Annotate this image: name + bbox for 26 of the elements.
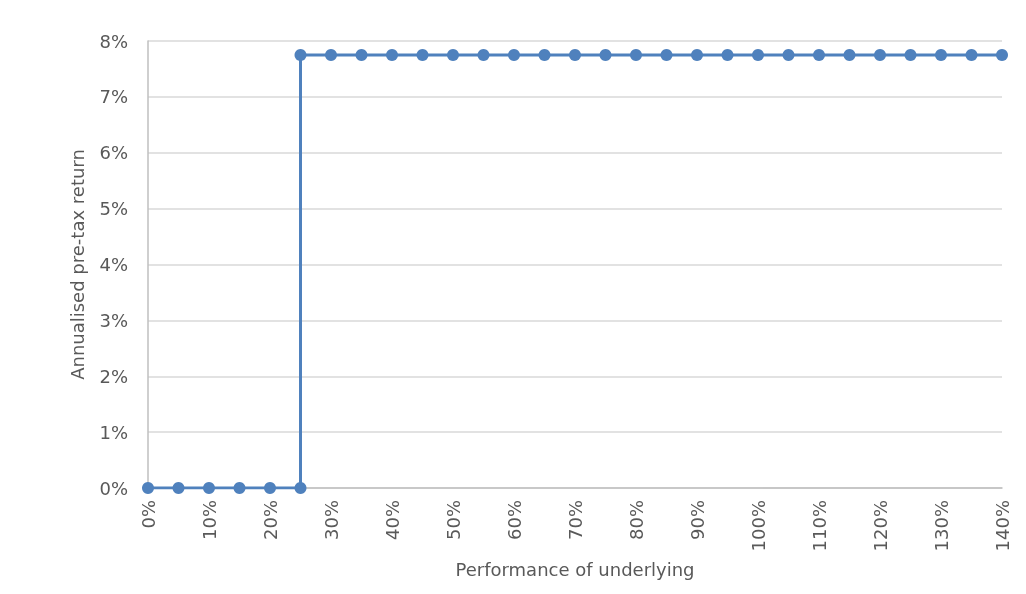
x-tick-label: 0% — [137, 500, 159, 529]
x-tick-label: 30% — [320, 500, 342, 541]
x-tick-label: 70% — [564, 500, 586, 541]
x-tick-label: 140% — [991, 500, 1013, 552]
y-tick-label: 0% — [99, 477, 128, 499]
x-tick-label: 20% — [259, 500, 281, 541]
y-tick-label: 1% — [99, 421, 128, 443]
x-tick-label: 60% — [503, 500, 525, 541]
x-tick-label: 120% — [869, 500, 891, 552]
x-tick-label: 100% — [747, 500, 769, 552]
y-tick-label: 5% — [99, 198, 128, 220]
y-tick-label: 3% — [99, 309, 128, 331]
y-tick-label: 7% — [99, 86, 128, 108]
y-tick-label: 2% — [99, 365, 128, 387]
x-tick-label: 80% — [625, 500, 647, 541]
y-tick-label: 6% — [99, 142, 128, 164]
x-tick-label: 50% — [442, 500, 464, 541]
x-tick-label: 90% — [686, 500, 708, 541]
x-tick-label: 10% — [198, 500, 220, 541]
y-axis-title: Annualised pre-tax return — [66, 149, 88, 380]
x-tick-label: 110% — [808, 500, 830, 552]
x-tick-label: 40% — [381, 500, 403, 541]
x-tick-label: 130% — [930, 500, 952, 552]
y-tick-label: 4% — [99, 254, 128, 275]
x-axis-title: Performance of underlying — [455, 558, 695, 580]
y-tick-label: 8% — [99, 30, 128, 52]
